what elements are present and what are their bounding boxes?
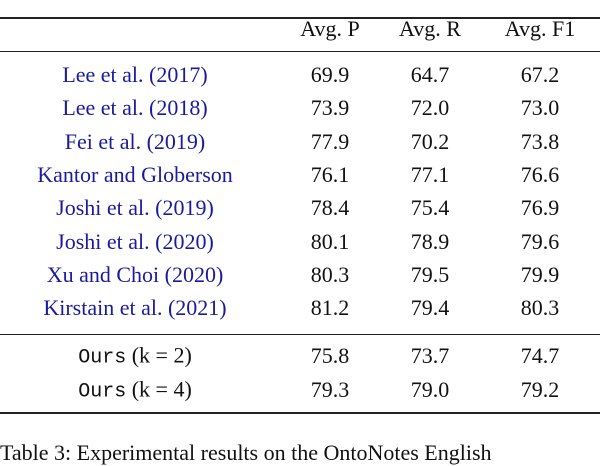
score: 81.2 <box>310 295 350 321</box>
caption: Table 3: Experimental results on the Ont… <box>0 440 492 465</box>
score: 79.5 <box>410 261 450 287</box>
method-name: Ours (k = 2) <box>78 343 192 370</box>
method-name: Fei et al. (2019) <box>64 128 206 154</box>
score: 70.2 <box>410 128 450 154</box>
score: 79.2 <box>520 377 560 402</box>
score: 79.0 <box>410 377 450 402</box>
method-name: Lee et al. (2018) <box>62 95 208 121</box>
score: 76.1 <box>310 161 350 187</box>
top-rule <box>0 17 600 19</box>
score: 73.7 <box>410 343 450 368</box>
score: 79.6 <box>520 228 560 254</box>
score: 73.8 <box>520 128 560 154</box>
score: 80.1 <box>310 228 350 254</box>
column-header: Avg. F1 <box>504 16 576 41</box>
score: 74.7 <box>520 343 560 368</box>
score: 76.6 <box>520 161 560 187</box>
score: 79.9 <box>520 261 560 287</box>
score: 64.7 <box>410 62 450 87</box>
method-name: Joshi et al. (2020) <box>56 228 214 254</box>
method-setting: (k = 2) <box>131 342 192 368</box>
score: 77.1 <box>410 161 450 187</box>
method-name-text: Ours <box>78 380 127 404</box>
method-name: Kirstain et al. (2021) <box>43 295 227 321</box>
column-header: Avg. P <box>300 16 360 41</box>
method-name: Lee et al. (2017) <box>62 62 208 87</box>
score: 80.3 <box>520 295 560 321</box>
score: 79.4 <box>410 295 450 321</box>
column-header: Avg. R <box>399 16 461 41</box>
score: 75.4 <box>410 195 450 221</box>
method-name: Joshi et al. (2019) <box>56 195 214 221</box>
bottom-rule <box>0 412 600 414</box>
page: {"table": { "header": ["Avg. P", "Avg. R… <box>0 16 600 465</box>
score: 69.9 <box>310 62 350 87</box>
score: 73.9 <box>310 95 350 121</box>
score: 75.8 <box>310 343 350 368</box>
score: 77.9 <box>310 128 350 154</box>
header-rule <box>0 51 600 52</box>
method-name: Xu and Choi (2020) <box>46 261 224 287</box>
score: 80.3 <box>310 261 350 287</box>
score: 79.3 <box>310 377 350 402</box>
method-setting: (k = 4) <box>131 376 192 402</box>
score: 72.0 <box>410 95 450 121</box>
mid-rule <box>0 334 600 335</box>
method-name-text: Ours <box>78 346 127 370</box>
method-name: Ours (k = 4) <box>78 377 192 404</box>
score: 67.2 <box>520 62 560 87</box>
score: 76.9 <box>520 195 560 221</box>
method-name: Kantor and Globerson <box>37 161 233 187</box>
score: 73.0 <box>520 95 560 121</box>
score: 78.4 <box>310 195 350 221</box>
score: 78.9 <box>410 228 450 254</box>
